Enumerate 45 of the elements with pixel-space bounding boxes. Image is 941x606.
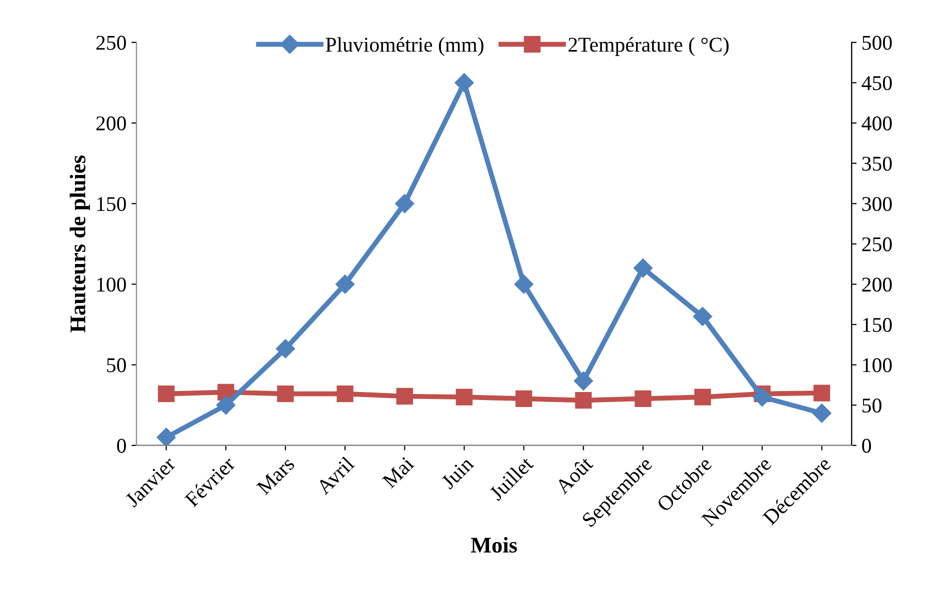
y-axis-title: Hauteurs de pluies (70, 156, 90, 332)
point (454, 73, 474, 92)
point (336, 274, 355, 294)
point (158, 385, 175, 402)
y2-tick-label: 50 (862, 398, 882, 413)
point (276, 339, 295, 358)
y-tick-label: 150 (97, 196, 126, 212)
point (574, 371, 593, 390)
y-tick-label: 250 (96, 36, 126, 50)
point (514, 274, 534, 294)
point (752, 388, 772, 407)
y-tick-label: 50 (107, 358, 126, 372)
y-tick-label: 200 (96, 116, 126, 130)
point (277, 385, 294, 402)
legend-label: Pluviométrie (mm) (326, 37, 484, 56)
y2-tick-label: 400 (862, 116, 892, 130)
point (336, 385, 354, 402)
point (693, 306, 712, 326)
x-tick-label: Mai (382, 456, 415, 489)
point (694, 388, 711, 406)
y2-tick-label: 200 (862, 278, 892, 292)
point (633, 258, 653, 278)
y2-tick-label: 450 (862, 76, 892, 90)
y2-tick-label: 500 (862, 36, 892, 50)
point (395, 194, 414, 214)
point (575, 392, 592, 409)
x-tick-label: Juin (440, 456, 474, 490)
legend-label: 2Température ( °C) (568, 37, 729, 56)
y-tick-label: 100 (97, 278, 126, 292)
y-tick-label: 0 (117, 438, 126, 453)
x-axis-title: Mois (470, 537, 517, 553)
point (156, 428, 176, 446)
point (396, 388, 413, 405)
y2-tick-label: 100 (863, 358, 892, 372)
point (216, 396, 236, 415)
point (515, 390, 532, 407)
y2-tick-label: 250 (862, 237, 892, 252)
point (456, 388, 473, 406)
y2-tick-label: 350 (862, 156, 892, 171)
y2-tick-label: 0 (862, 438, 871, 453)
point (812, 404, 832, 423)
point (813, 384, 830, 402)
point (634, 390, 652, 407)
y2-tick-label: 300 (862, 196, 892, 212)
y2-tick-label: 150 (863, 318, 892, 332)
